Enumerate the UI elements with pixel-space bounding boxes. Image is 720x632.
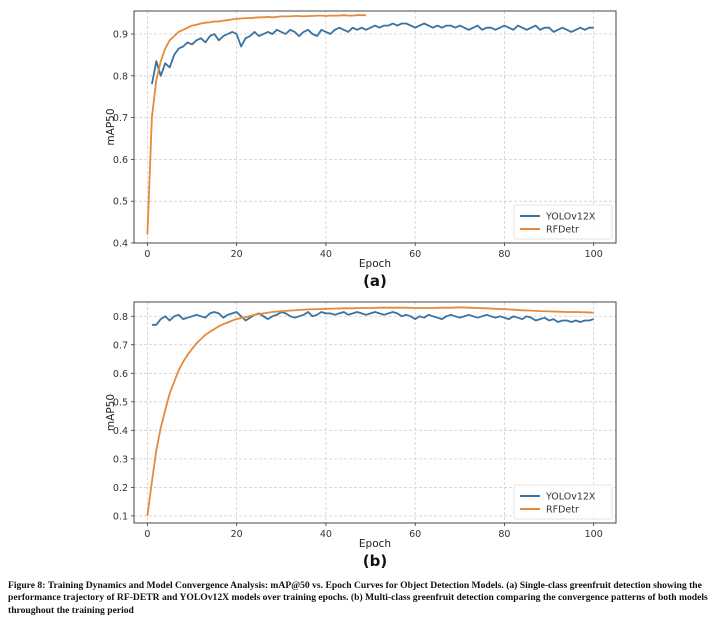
y-axis-label: mAP50 [105, 394, 117, 431]
series-line-yolov12x [151, 311, 594, 326]
y-tick-label: 0.3 [113, 454, 128, 465]
y-tick-label: 0.6 [113, 155, 128, 166]
x-axis-label: Epoch [359, 258, 391, 270]
y-tick-label: 0.8 [113, 71, 128, 82]
chart-b: 0 20 40 60 80 100 0.1 0.2 0.3 0.4 0.5 0.6 0.7 0.8 Epoc… [105, 301, 617, 570]
x-tick-label: 60 [409, 529, 421, 540]
legend-label-yolov12x: YOLOv12X [545, 212, 596, 223]
x-tick-label: 40 [320, 249, 332, 260]
y-tick-label: 0.1 [113, 511, 128, 522]
x-tick-label: 40 [320, 529, 332, 540]
y-tick-label: 0.4 [113, 239, 128, 250]
series-line-rfdetr [146, 14, 367, 235]
y-axis-label: mAP50 [105, 108, 117, 145]
figure-caption: Figure 8: Training Dynamics and Model Co… [8, 580, 714, 617]
x-tick-label: 0 [144, 529, 150, 540]
caption-label: Figure 8: [8, 580, 46, 591]
chart-a: 0 20 40 60 80 100 0.4 0.5 0.6 0.7 0.8 0.9 Epoch mAP50… [105, 10, 617, 290]
y-tick-label: 0.5 [113, 197, 128, 208]
series-line-rfdetr [146, 306, 594, 517]
x-tick-label: 100 [585, 529, 603, 540]
x-tick-label: 0 [144, 249, 150, 260]
y-tick-label: 0.7 [113, 340, 128, 351]
x-axis-label: Epoch [359, 538, 391, 550]
y-tick-label: 0.2 [113, 483, 128, 494]
legend-label-rfdetr: RFDetr [546, 225, 579, 236]
y-tick-label: 0.8 [113, 312, 128, 323]
y-tick-label: 0.7 [113, 113, 128, 124]
caption-text: Training Dynamics and Model Convergence … [8, 580, 708, 616]
x-tick-label: 60 [409, 249, 421, 260]
figure-canvas: 0 20 40 60 80 100 0.4 0.5 0.6 0.7 0.8 0.9 Epoch mAP50… [105, 10, 617, 570]
x-tick-label: 80 [498, 249, 510, 260]
y-tick-label: 0.6 [113, 369, 128, 380]
y-tick-label: 0.4 [113, 426, 128, 437]
x-tick-label: 20 [231, 249, 243, 260]
legend-box [513, 484, 613, 520]
legend-box [513, 204, 613, 240]
panel-label: (a) [363, 272, 387, 290]
y-tick-label: 0.5 [113, 397, 128, 408]
series-line-yolov12x [151, 22, 594, 85]
legend-label-rfdetr: RFDetr [546, 505, 579, 516]
y-tick-label: 0.9 [113, 29, 128, 40]
plot-frame [133, 10, 617, 244]
panel-label: (b) [363, 552, 387, 570]
x-tick-label: 20 [231, 529, 243, 540]
x-tick-label: 100 [585, 249, 603, 260]
legend-label-yolov12x: YOLOv12X [545, 492, 596, 503]
x-tick-label: 80 [498, 529, 510, 540]
plot-frame [133, 301, 617, 524]
